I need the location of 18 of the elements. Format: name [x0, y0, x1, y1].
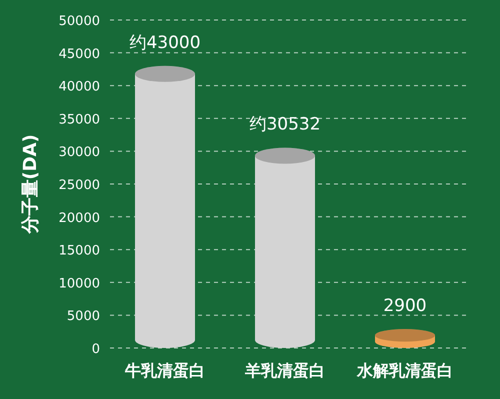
y-tick-label: 50000 — [58, 14, 100, 29]
data-label: 约30532 — [249, 114, 321, 135]
y-tick-label: 0 — [92, 342, 100, 357]
x-tick-label: 牛乳清蛋白 — [124, 361, 205, 380]
y-tick-label: 25000 — [58, 178, 100, 193]
y-tick-label: 45000 — [58, 46, 100, 62]
x-tick-label: 水解乳清蛋白 — [356, 361, 453, 380]
y-tick-label: 5000 — [66, 309, 100, 324]
y-tick-label: 20000 — [58, 210, 100, 226]
y-axis-title: 分子量(DA) — [20, 134, 41, 235]
y-tick-label: 15000 — [58, 244, 100, 259]
y-tick-label: 30000 — [58, 145, 100, 160]
data-label: 约43000 — [129, 32, 201, 53]
data-label: 2900 — [383, 296, 427, 316]
y-tick-label: 10000 — [58, 276, 100, 292]
y-tick-label: 35000 — [58, 112, 100, 128]
y-tick-label: 40000 — [58, 80, 100, 95]
x-tick-label: 羊乳清蛋白 — [244, 361, 325, 380]
